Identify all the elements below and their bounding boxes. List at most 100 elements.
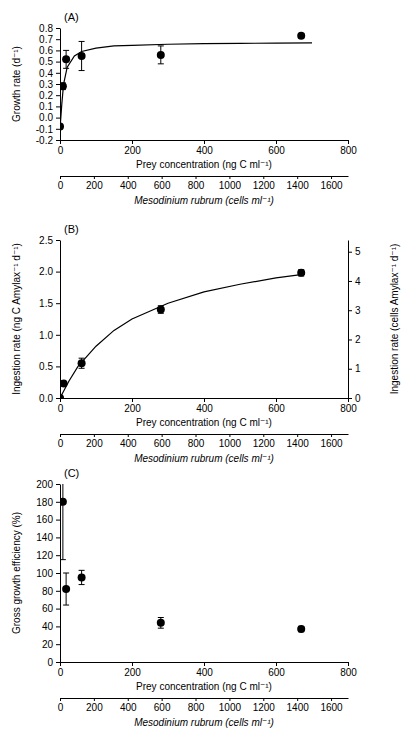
x2-axis-tick-label: 1000 bbox=[219, 180, 242, 191]
x-axis-tick: 0 bbox=[58, 398, 64, 414]
x-axis-tick-mark bbox=[60, 398, 61, 402]
y-axis-tick-label: 60 bbox=[42, 603, 54, 614]
x-axis-tick-mark bbox=[276, 662, 277, 666]
panel: 0200400600800Prey concentration (ng C ml… bbox=[11, 444, 357, 728]
x2-axis-tick-label: 1000 bbox=[219, 702, 242, 713]
x2-axis-tick-label: 800 bbox=[188, 180, 205, 191]
y-axis-tick: 200 bbox=[36, 479, 60, 490]
y-axis-tick-label: 0.0 bbox=[39, 112, 53, 123]
x-axis-tick: 400 bbox=[196, 662, 213, 678]
y-axis-tick-label: 0.3 bbox=[39, 79, 53, 90]
y-axis-tick-mark bbox=[56, 335, 60, 336]
x-axis-tick-label: 800 bbox=[340, 145, 357, 156]
data-point bbox=[60, 498, 67, 506]
y-axis-line bbox=[60, 485, 61, 663]
x-axis-tick: 400 bbox=[196, 140, 213, 156]
y-axis-tick-label: 100 bbox=[36, 568, 53, 579]
x2-axis-tick: 400 bbox=[120, 698, 137, 713]
x2-axis-line bbox=[61, 176, 349, 177]
y-axis-tick: 100 bbox=[36, 568, 60, 579]
x-axis-tick-mark bbox=[276, 398, 277, 402]
x2-axis-tick-label: 1200 bbox=[253, 180, 276, 191]
y-axis-tick: 80 bbox=[42, 586, 60, 597]
x2-axis-tick-mark bbox=[60, 176, 61, 179]
x-axis-tick: 800 bbox=[340, 140, 357, 156]
y-axis-tick-mark bbox=[56, 555, 60, 556]
x2-axis-tick: 400 bbox=[120, 434, 137, 449]
y-axis-tick-mark bbox=[56, 573, 60, 574]
y2-axis-tick-label: 4 bbox=[355, 276, 361, 287]
x2-axis-tick-label: 1000 bbox=[219, 438, 242, 449]
x2-axis-tick: 1000 bbox=[219, 434, 242, 449]
y-axis-tick: 60 bbox=[42, 603, 60, 614]
x-axis-tick-label: 200 bbox=[124, 667, 141, 678]
x-axis-tick-label: 800 bbox=[340, 403, 357, 414]
x2-axis-tick-mark bbox=[162, 176, 163, 179]
x-axis-tick-mark bbox=[60, 662, 61, 666]
y-axis-tick: 0.1 bbox=[39, 101, 60, 112]
y-axis-tick-mark bbox=[56, 62, 60, 63]
x2-axis-tick-label: 1600 bbox=[320, 180, 343, 191]
y-axis-tick-label: 0.0 bbox=[39, 393, 53, 404]
x2-axis-tick: 0 bbox=[58, 434, 64, 449]
y-axis-title: Gross growth efficiency (%) bbox=[11, 512, 22, 634]
y-axis-title: Ingestion rate (ng C Amylax⁻¹ d⁻¹) bbox=[11, 243, 22, 395]
x2-axis-tick: 1600 bbox=[320, 176, 343, 191]
x2-axis-tick-mark bbox=[94, 176, 95, 179]
panel-label: (C) bbox=[64, 467, 79, 479]
y2-axis-title: Ingestion rate (cells Amylax⁻¹ d⁻¹) bbox=[389, 244, 400, 395]
x-axis-tick: 0 bbox=[58, 140, 64, 156]
data-point bbox=[297, 32, 305, 40]
data-point bbox=[78, 573, 86, 581]
y-axis-tick-label: 80 bbox=[42, 586, 54, 597]
y-axis-tick-label: 2.0 bbox=[39, 266, 53, 277]
x-axis-title: Prey concentration (ng C ml⁻¹) bbox=[136, 417, 272, 428]
y-axis-tick-mark bbox=[56, 95, 60, 96]
y-axis-tick: 0.3 bbox=[39, 79, 60, 90]
x2-axis-tick-mark bbox=[263, 698, 264, 701]
y-axis-tick: 0.7 bbox=[39, 34, 60, 45]
x2-axis-tick: 800 bbox=[188, 176, 205, 191]
data-point bbox=[297, 269, 305, 277]
x2-axis-tick-label: 800 bbox=[188, 702, 205, 713]
x-axis-tick-mark bbox=[204, 398, 205, 402]
x2-axis-tick-mark bbox=[162, 434, 163, 437]
x2-axis-tick: 1000 bbox=[219, 698, 242, 713]
x-axis: 0200400600800 bbox=[58, 398, 358, 414]
x2-axis-tick-mark bbox=[331, 434, 332, 437]
plot-area bbox=[60, 32, 312, 131]
y-axis-tick-label: -0.1 bbox=[36, 124, 54, 135]
x2-axis-tick-label: 200 bbox=[86, 438, 103, 449]
data-point bbox=[157, 51, 165, 59]
x2-axis-title: Mesodinium rubrum (cells ml⁻¹) bbox=[134, 717, 274, 728]
x2-axis-tick: 1400 bbox=[287, 698, 310, 713]
x2-axis-tick-mark bbox=[229, 434, 230, 437]
y-axis-tick-mark bbox=[56, 140, 60, 141]
x2-axis-tick: 1200 bbox=[253, 698, 276, 713]
y-axis-tick-mark bbox=[56, 50, 60, 51]
y-axis-tick-label: 20 bbox=[42, 639, 54, 650]
x-axis-tick-mark bbox=[348, 140, 349, 144]
y-axis-tick: 160 bbox=[36, 514, 60, 525]
y-axis-tick-mark bbox=[56, 366, 60, 367]
y-axis-tick-label: 120 bbox=[36, 550, 53, 561]
error-bar bbox=[79, 41, 85, 70]
y-axis-tick-label: 160 bbox=[36, 514, 53, 525]
x2-axis-tick-mark bbox=[196, 176, 197, 179]
y-axis-tick: 140 bbox=[36, 532, 60, 543]
y-axis-tick: 120 bbox=[36, 550, 60, 561]
y-axis-tick-mark bbox=[56, 240, 60, 241]
x2-axis: 02004006008001000120014001600 bbox=[58, 698, 349, 713]
x-axis-tick-label: 800 bbox=[340, 667, 357, 678]
x2-axis-tick-label: 1400 bbox=[287, 180, 310, 191]
y-axis-tick: 0.0 bbox=[39, 112, 60, 123]
x2-axis-tick-label: 400 bbox=[120, 180, 137, 191]
x2-axis-tick: 1000 bbox=[219, 176, 242, 191]
y-axis-tick-label: 0.4 bbox=[39, 68, 53, 79]
x2-axis-tick-label: 1200 bbox=[253, 702, 276, 713]
x-axis-tick: 200 bbox=[124, 140, 141, 156]
y2-axis-tick-label: 0 bbox=[355, 393, 361, 404]
y-axis-tick-label: 180 bbox=[36, 497, 53, 508]
y-axis-tick-label: 0 bbox=[47, 657, 53, 668]
x2-axis-tick-mark bbox=[229, 698, 230, 701]
